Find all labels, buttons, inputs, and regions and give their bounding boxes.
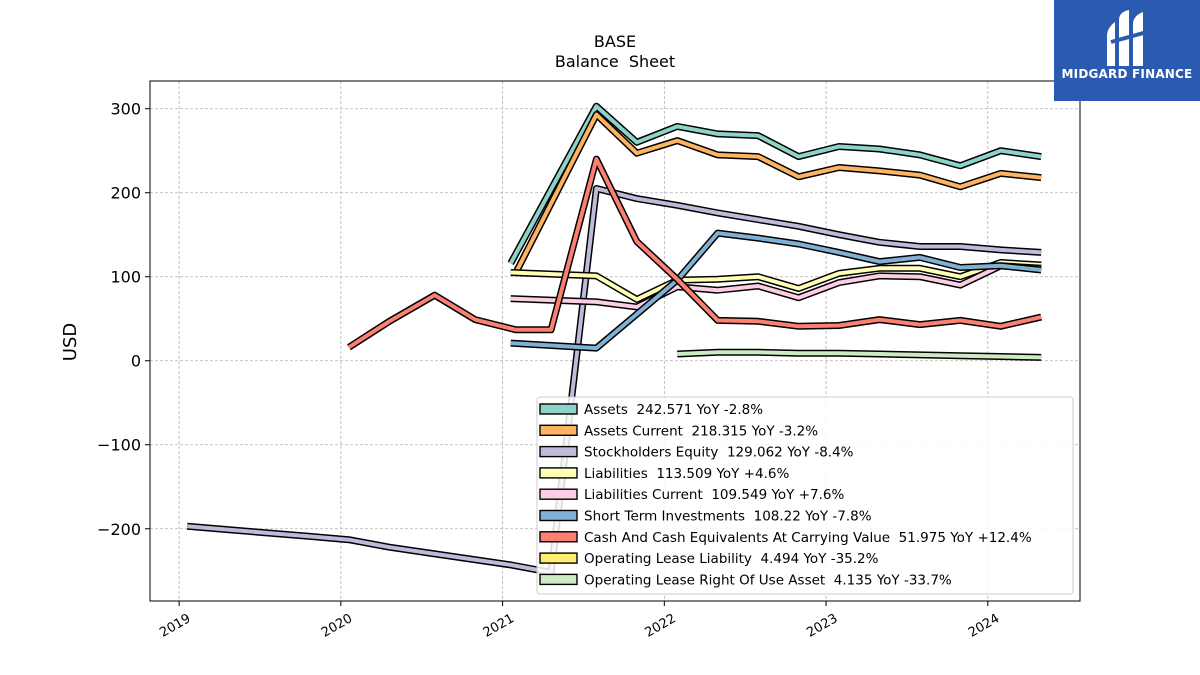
series-cash-and-cash-equivalents-at-carrying-value bbox=[347, 155, 1042, 351]
legend-item: Liabilities Current 109.549 YoY +7.6% bbox=[539, 487, 844, 503]
x-tick-label: 2023 bbox=[804, 611, 840, 641]
legend-label: Cash And Cash Equivalents At Carrying Va… bbox=[584, 530, 1032, 546]
legend-swatch bbox=[539, 488, 578, 500]
legend-swatch bbox=[539, 531, 578, 543]
chart-subtitle: Balance Sheet bbox=[555, 52, 675, 71]
legend-box bbox=[536, 396, 1074, 595]
series-line bbox=[510, 231, 1042, 351]
legend-swatch bbox=[539, 509, 578, 522]
legend-item: Operating Lease Right Of Use Asset 4.135… bbox=[539, 572, 952, 588]
series-operating-lease-right-of-use-asset bbox=[677, 348, 1042, 361]
chart-title: BASE bbox=[594, 32, 636, 51]
legend-label: Operating Lease Right Of Use Asset 4.135… bbox=[584, 572, 952, 588]
legend-label: Liabilities 113.509 YoY +4.6% bbox=[584, 466, 789, 482]
series-liabilities-current bbox=[510, 262, 1042, 311]
series-line bbox=[510, 263, 1042, 309]
logo-text: MIDGARD FINANCE bbox=[1061, 67, 1193, 81]
legend-label: Stockholders Equity 129.062 YoY -8.4% bbox=[584, 445, 854, 461]
y-tick-label: 100 bbox=[110, 268, 141, 287]
x-tick-label: 2021 bbox=[481, 611, 517, 641]
legend-swatch bbox=[539, 573, 578, 586]
y-axis-label: USD bbox=[60, 323, 81, 361]
legend-label: Liabilities Current 109.549 YoY +7.6% bbox=[584, 487, 844, 503]
legend-item: Cash And Cash Equivalents At Carrying Va… bbox=[539, 530, 1032, 546]
y-tick-label: 200 bbox=[110, 184, 141, 203]
series-line-outline bbox=[347, 155, 1042, 351]
x-axis-ticks: 2019 2020 2021 2022 2023 2024 bbox=[157, 601, 1002, 641]
series-assets bbox=[507, 102, 1042, 265]
legend-swatch bbox=[539, 424, 578, 436]
series-line bbox=[347, 157, 1042, 349]
series-line bbox=[513, 112, 1042, 275]
legend-swatch bbox=[539, 445, 578, 458]
legend-label: Operating Lease Liability 4.494 YoY -35.… bbox=[584, 551, 879, 567]
legend-item: Short Term Investments 108.22 YoY -7.8% bbox=[539, 509, 872, 525]
plot-frame bbox=[149, 80, 1081, 602]
legend-item: Operating Lease Liability 4.494 YoY -35.… bbox=[539, 551, 879, 567]
series-liabilities bbox=[510, 259, 1042, 303]
midgard-logo-icon bbox=[1107, 10, 1148, 66]
legend-swatch bbox=[539, 403, 578, 415]
x-tick-label: 2019 bbox=[157, 611, 193, 641]
y-tick-label: −100 bbox=[97, 436, 141, 455]
x-tick-label: 2020 bbox=[319, 611, 355, 641]
series-line bbox=[508, 104, 1042, 265]
series-short-term-investments bbox=[510, 229, 1042, 352]
legend-item: Liabilities 113.509 YoY +4.6% bbox=[539, 466, 789, 482]
y-tick-label: 300 bbox=[110, 100, 141, 119]
y-axis-ticks: 300 200 100 0 −100 −200 bbox=[97, 100, 150, 539]
legend-item: Stockholders Equity 129.062 YoY -8.4% bbox=[539, 445, 854, 461]
y-tick-label: 0 bbox=[131, 352, 141, 371]
series-assets-current bbox=[512, 111, 1042, 275]
legend-item: Assets 242.571 YoY -2.8% bbox=[539, 402, 763, 418]
legend-swatch bbox=[539, 467, 578, 479]
series-line bbox=[510, 260, 1042, 302]
legend-item: Assets Current 218.315 YoY -3.2% bbox=[539, 423, 818, 439]
series-line bbox=[677, 350, 1042, 360]
legend-label: Assets 242.571 YoY -2.8% bbox=[584, 402, 763, 418]
legend-label: Short Term Investments 108.22 YoY -7.8% bbox=[584, 509, 872, 525]
legend-swatch bbox=[539, 552, 578, 564]
y-tick-label: −200 bbox=[97, 520, 141, 539]
series-lines bbox=[186, 102, 1042, 576]
x-tick-label: 2022 bbox=[643, 611, 679, 641]
legend: Assets 242.571 YoY -2.8% Assets Current 2… bbox=[536, 396, 1074, 595]
x-tick-label: 2024 bbox=[966, 611, 1002, 641]
midgard-finance-logo: MIDGARD FINANCE bbox=[1054, 0, 1200, 101]
legend-label: Assets Current 218.315 YoY -3.2% bbox=[584, 423, 818, 439]
